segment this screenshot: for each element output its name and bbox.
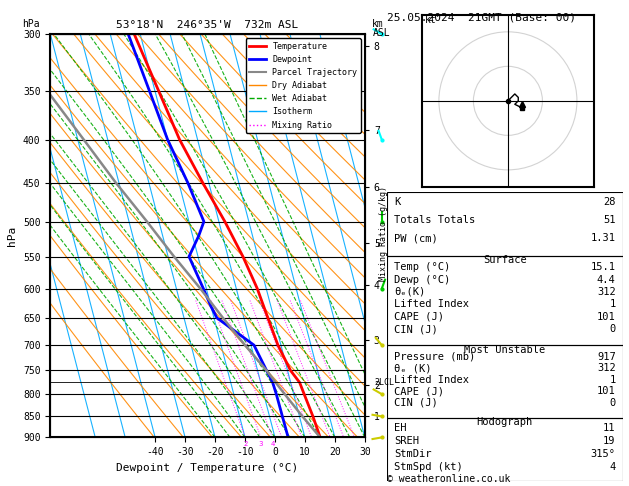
Text: ASL: ASL [372, 29, 390, 38]
Text: K: K [394, 197, 400, 207]
Text: 4: 4 [270, 441, 275, 448]
Text: 1: 1 [610, 299, 616, 309]
Text: PW (cm): PW (cm) [394, 233, 438, 243]
Bar [387, 256, 623, 345]
Text: 312: 312 [597, 287, 616, 297]
Text: kt: kt [425, 15, 437, 25]
Text: Hodograph: Hodograph [477, 417, 533, 427]
Text: SREH: SREH [394, 436, 419, 446]
Text: Pressure (mb): Pressure (mb) [394, 352, 475, 362]
Text: 315°: 315° [591, 449, 616, 459]
Bar [387, 192, 623, 256]
Text: 0: 0 [610, 398, 616, 408]
Text: 51: 51 [603, 215, 616, 226]
Legend: Temperature, Dewpoint, Parcel Trajectory, Dry Adiabat, Wet Adiabat, Isotherm, Mi: Temperature, Dewpoint, Parcel Trajectory… [246, 38, 360, 133]
Text: hPa: hPa [22, 19, 40, 29]
Text: CAPE (J): CAPE (J) [394, 386, 444, 396]
Text: 3: 3 [259, 441, 263, 448]
Text: 25.05.2024  21GMT (Base: 00): 25.05.2024 21GMT (Base: 00) [387, 12, 576, 22]
Text: EH: EH [394, 423, 406, 433]
Text: 2LCL: 2LCL [374, 378, 394, 387]
Text: CIN (J): CIN (J) [394, 398, 438, 408]
Text: Lifted Index: Lifted Index [394, 375, 469, 385]
Text: StmDir: StmDir [394, 449, 431, 459]
Bar [387, 345, 623, 417]
Text: 2: 2 [243, 441, 247, 448]
Text: 15.1: 15.1 [591, 262, 616, 272]
Text: Lifted Index: Lifted Index [394, 299, 469, 309]
Text: 28: 28 [603, 197, 616, 207]
Text: 101: 101 [597, 312, 616, 322]
Text: © weatheronline.co.uk: © weatheronline.co.uk [387, 473, 510, 484]
Text: Surface: Surface [483, 255, 526, 265]
Text: Dewp (°C): Dewp (°C) [394, 275, 450, 284]
Text: CIN (J): CIN (J) [394, 324, 438, 334]
Text: 917: 917 [597, 352, 616, 362]
Text: θₑ(K): θₑ(K) [394, 287, 425, 297]
Text: θₑ (K): θₑ (K) [394, 363, 431, 373]
Text: 4.4: 4.4 [597, 275, 616, 284]
Bar [387, 417, 623, 481]
Text: 0: 0 [610, 324, 616, 334]
Text: 1.31: 1.31 [591, 233, 616, 243]
Text: 101: 101 [597, 386, 616, 396]
Text: 11: 11 [603, 423, 616, 433]
X-axis label: Dewpoint / Temperature (°C): Dewpoint / Temperature (°C) [116, 463, 299, 473]
Text: Totals Totals: Totals Totals [394, 215, 475, 226]
Text: StmSpd (kt): StmSpd (kt) [394, 462, 463, 472]
Text: Temp (°C): Temp (°C) [394, 262, 450, 272]
Text: km: km [372, 19, 384, 29]
Y-axis label: hPa: hPa [8, 226, 18, 246]
Text: Mixing Ratio (g/kg): Mixing Ratio (g/kg) [379, 186, 387, 281]
Text: 312: 312 [597, 363, 616, 373]
Text: 1: 1 [610, 375, 616, 385]
Text: Most Unstable: Most Unstable [464, 345, 545, 355]
Text: 19: 19 [603, 436, 616, 446]
Text: 4: 4 [610, 462, 616, 472]
Text: CAPE (J): CAPE (J) [394, 312, 444, 322]
Title: 53°18'N  246°35'W  732m ASL: 53°18'N 246°35'W 732m ASL [116, 20, 299, 31]
